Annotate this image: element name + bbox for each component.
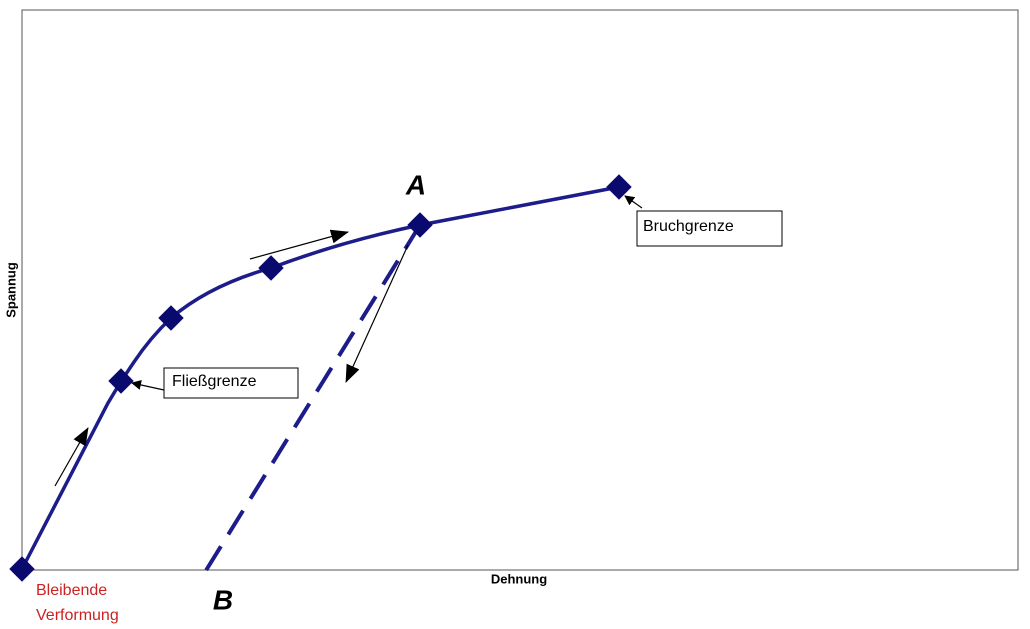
- plot-frame: [21, 9, 1019, 571]
- marker: [606, 174, 632, 200]
- arrow: [131, 380, 165, 391]
- x-axis-label: Dehnung: [491, 571, 547, 586]
- point-label: A: [405, 169, 426, 200]
- deformation-label: Bleibende: [36, 582, 107, 599]
- deformation-label: Verformung: [36, 607, 119, 624]
- marker: [108, 368, 134, 394]
- markers: [9, 174, 632, 582]
- marker: [158, 305, 184, 331]
- point-label: B: [213, 584, 233, 615]
- marker: [407, 212, 433, 238]
- marker: [258, 255, 284, 281]
- y-axis-label: Spannug: [3, 262, 18, 318]
- arrow: [345, 244, 409, 383]
- yield-label: Fließgrenze: [172, 373, 257, 390]
- fracture-label: Bruchgrenze: [643, 218, 734, 235]
- arrows: [54, 195, 643, 487]
- arrow: [249, 229, 349, 260]
- arrow: [624, 195, 643, 209]
- stress-strain-curve: [20, 185, 620, 570]
- arrow: [54, 427, 89, 487]
- label-box: [163, 367, 299, 399]
- label-box: [636, 210, 783, 247]
- marker: [9, 556, 35, 582]
- unloading-line: [203, 223, 422, 574]
